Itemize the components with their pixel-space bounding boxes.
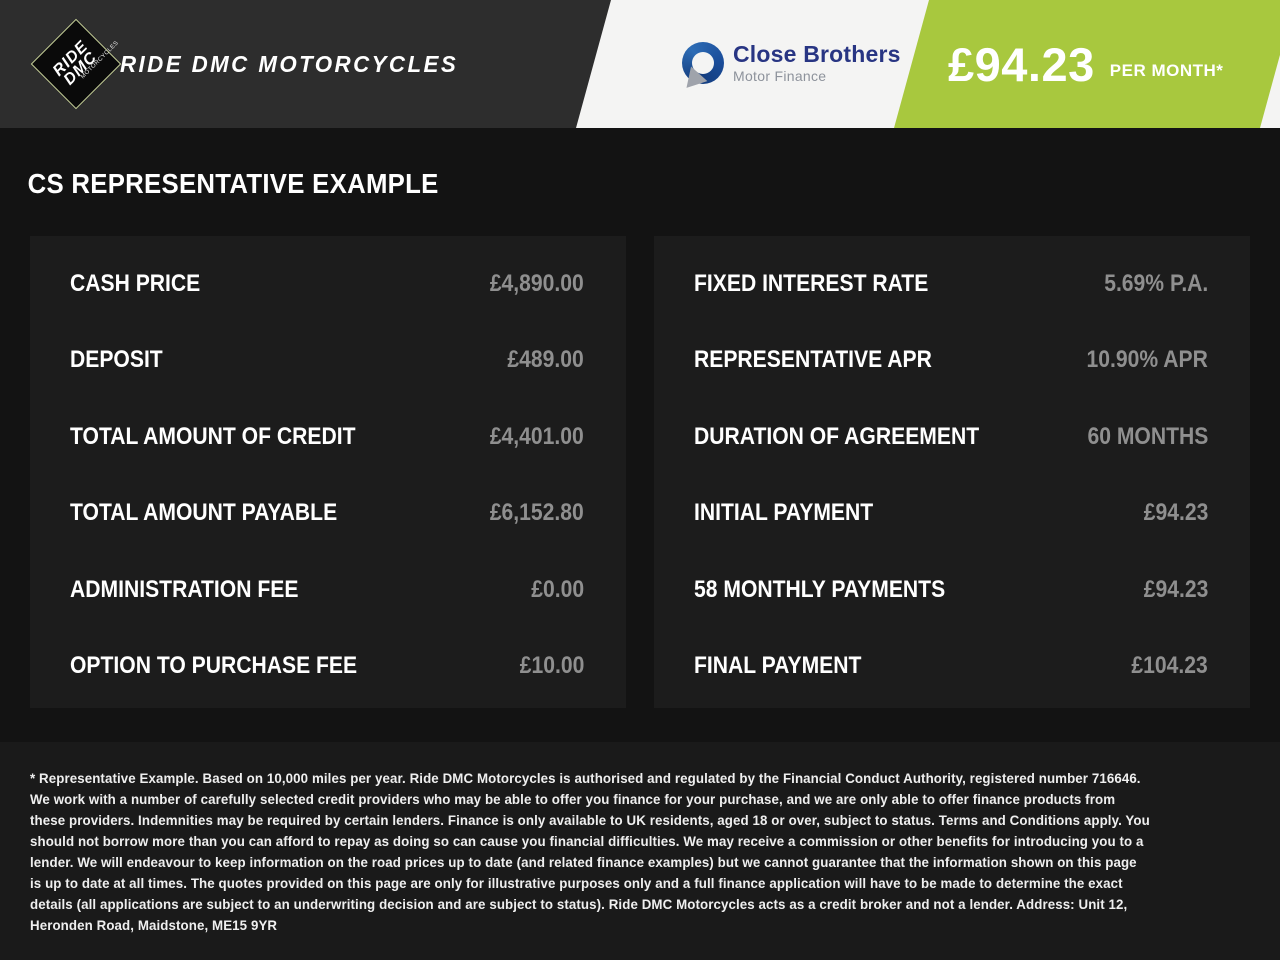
row-value: £94.23	[1143, 499, 1208, 527]
row-label: FINAL PAYMENT	[694, 651, 862, 679]
finance-row-duration: DURATION OF AGREEMENT 60 MONTHS	[694, 423, 1208, 451]
finance-row-deposit: DEPOSIT £489.00	[70, 346, 584, 374]
finance-row-interest-rate: FIXED INTEREST RATE 5.69% P.A.	[694, 270, 1208, 298]
lender-logo: Close Brothers Motor Finance	[680, 41, 901, 88]
finance-row-cash-price: CASH PRICE £4,890.00	[70, 270, 584, 298]
finance-row-monthly-payments: 58 MONTHLY PAYMENTS £94.23	[694, 576, 1208, 604]
lender-name: Close Brothers	[733, 41, 901, 67]
finance-row-apr: REPRESENTATIVE APR 10.90% APR	[694, 346, 1208, 374]
finance-row-initial-payment: INITIAL PAYMENT £94.23	[694, 499, 1208, 527]
close-brothers-icon	[680, 42, 724, 88]
row-label: REPRESENTATIVE APR	[694, 346, 932, 374]
row-value: £4,890.00	[490, 270, 584, 297]
row-label: OPTION TO PURCHASE FEE	[70, 651, 358, 679]
row-value: £0.00	[531, 575, 584, 603]
dealer-logo-icon: RIDE DMC MOTORCYCLES	[28, 16, 124, 112]
row-label: DEPOSIT	[70, 346, 163, 374]
main-content: CS REPRESENTATIVE EXAMPLE CASH PRICE £4,…	[0, 128, 1280, 742]
row-value: £104.23	[1131, 651, 1208, 679]
finance-panels: CASH PRICE £4,890.00 DEPOSIT £489.00 TOT…	[30, 236, 1250, 708]
finance-row-admin-fee: ADMINISTRATION FEE £0.00	[70, 576, 584, 604]
row-label: FIXED INTEREST RATE	[694, 270, 929, 297]
header-banner: RIDE DMC MOTORCYCLES RIDE DMC MOTORCYCLE…	[0, 0, 1280, 128]
finance-panel-left: CASH PRICE £4,890.00 DEPOSIT £489.00 TOT…	[30, 236, 626, 708]
finance-row-total-payable: TOTAL AMOUNT PAYABLE £6,152.80	[70, 499, 584, 527]
row-value: 10.90% APR	[1086, 346, 1208, 374]
row-value: £4,401.00	[490, 422, 584, 450]
finance-row-final-payment: FINAL PAYMENT £104.23	[694, 652, 1208, 680]
row-label: TOTAL AMOUNT PAYABLE	[70, 499, 338, 527]
footer-disclaimer-section: * Representative Example. Based on 10,00…	[0, 742, 1280, 960]
page-title: CS REPRESENTATIVE EXAMPLE	[27, 168, 439, 199]
finance-row-total-credit: TOTAL AMOUNT OF CREDIT £4,401.00	[70, 423, 584, 451]
monthly-price-badge: £94.23 PER MONTH*	[948, 0, 1268, 128]
row-label: INITIAL PAYMENT	[694, 499, 874, 527]
row-label: 58 MONTHLY PAYMENTS	[694, 575, 946, 603]
monthly-price-suffix: PER MONTH*	[1109, 61, 1224, 80]
row-label: DURATION OF AGREEMENT	[694, 422, 980, 450]
row-value: £94.23	[1143, 575, 1208, 603]
row-label: TOTAL AMOUNT OF CREDIT	[70, 422, 356, 450]
header-green-stripe	[894, 0, 1280, 128]
row-value: 5.69% P.A.	[1103, 270, 1208, 297]
finance-row-option-fee: OPTION TO PURCHASE FEE £10.00	[70, 652, 584, 680]
row-label: ADMINISTRATION FEE	[70, 575, 299, 603]
finance-panel-right: FIXED INTEREST RATE 5.69% P.A. REPRESENT…	[654, 236, 1250, 708]
row-value: £10.00	[519, 651, 584, 679]
row-label: CASH PRICE	[70, 270, 201, 297]
lender-subtitle: Motor Finance	[733, 68, 827, 84]
row-value: £489.00	[507, 346, 584, 374]
row-value: £6,152.80	[490, 499, 584, 527]
disclaimer-text: * Representative Example. Based on 10,00…	[30, 770, 1150, 933]
dealer-name: RIDE DMC MOTORCYCLES	[120, 51, 459, 77]
monthly-price-amount: £94.23	[948, 37, 1095, 91]
row-value: 60 MONTHS	[1087, 422, 1208, 450]
